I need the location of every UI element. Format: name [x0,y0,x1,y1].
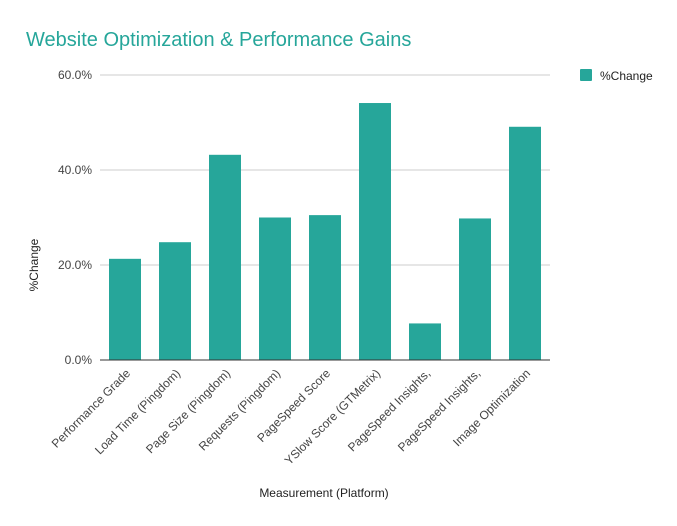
y-tick-label: 20.0% [58,258,92,272]
x-tick-label: PageSpeed Insights, [345,366,433,454]
x-tick-label: Load Time (Pingdom) [92,366,183,457]
legend: %Change [580,69,653,83]
bar [159,242,191,360]
bar [509,126,541,361]
x-axis-label: Measurement (Platform) [259,486,388,500]
bar [459,218,491,360]
bar [259,217,291,360]
x-tick-label: Page Size (Pingdom) [143,366,233,456]
bar [359,103,391,361]
y-tick-label: 40.0% [58,163,92,177]
x-tick-label: YSlow Score (GTMetrix) [282,366,383,467]
bar [109,258,141,360]
legend-swatch [580,69,592,81]
y-tick-label: 60.0% [58,68,92,82]
bar [209,154,241,360]
y-axis-label: %Change [27,238,41,291]
bars [109,103,541,361]
bar [409,323,441,360]
legend-label: %Change [600,69,653,83]
y-axis-ticks: 0.0% 20.0% 40.0% 60.0% [58,68,92,367]
chart-title: Website Optimization & Performance Gains [26,29,411,51]
y-tick-label: 0.0% [65,353,93,367]
bar [309,215,341,360]
x-tick-label: PageSpeed Insights, [395,366,483,454]
